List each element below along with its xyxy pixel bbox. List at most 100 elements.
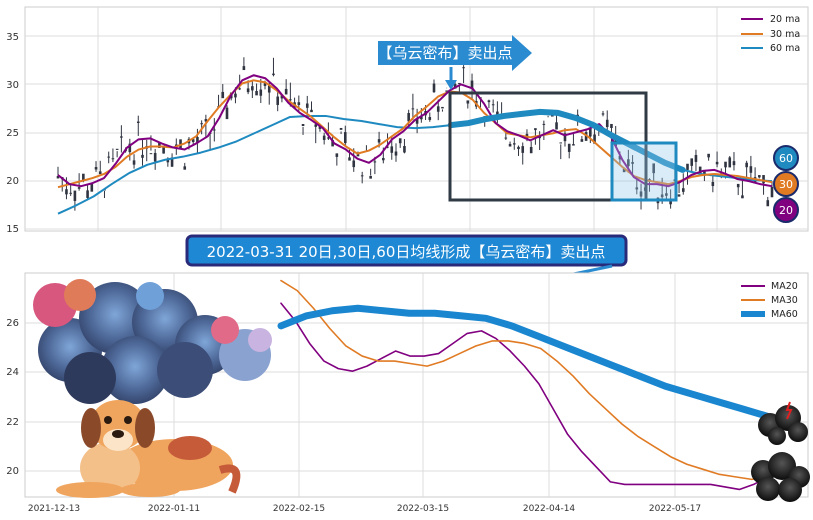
candle-body <box>234 93 237 98</box>
candle-body <box>441 106 444 109</box>
candle-body <box>259 89 263 96</box>
candle-body <box>610 123 613 128</box>
candle-body <box>183 166 187 170</box>
candle-body <box>69 192 72 194</box>
y-tick-label: 35 <box>6 32 19 43</box>
candle-body <box>749 166 753 173</box>
bottom-legend: MA20 MA30 MA60 <box>741 281 798 320</box>
candle-body <box>94 167 98 170</box>
candle-body <box>466 100 470 104</box>
candle-body <box>677 194 681 197</box>
badge-20-label: 20 <box>779 204 793 217</box>
candle-body <box>504 137 508 139</box>
x-tick-label: 2021-12-13 <box>28 504 80 514</box>
candle-body <box>166 158 170 163</box>
y-tick-label: 30 <box>6 80 19 91</box>
candle-body <box>128 143 132 153</box>
crossover-highlight-box <box>610 141 678 202</box>
top-y-axis: 15 20 25 30 35 <box>6 32 19 235</box>
sell-point-callout: 【乌云密布】卖出点 <box>377 35 532 90</box>
candle-body <box>335 153 339 157</box>
candle-body <box>196 137 199 144</box>
x-tick-label: 2022-01-11 <box>148 504 200 514</box>
candle-body <box>458 82 461 84</box>
candle-body <box>508 143 512 147</box>
candle-body <box>213 129 216 131</box>
candle-body <box>732 161 736 166</box>
candle-body <box>470 80 474 89</box>
bottom-chart-panel: 20 22 24 26 2021-12-13 2022-01-11 2022-0… <box>6 272 810 514</box>
legend-label-ma20: MA20 <box>771 281 798 292</box>
candle-body <box>635 187 639 190</box>
candle-body <box>711 181 715 187</box>
y-tick-label: 20 <box>6 466 19 477</box>
candle-body <box>267 85 271 93</box>
y-tick-label: 25 <box>6 128 19 139</box>
y-tick-label: 15 <box>6 224 19 235</box>
candle-body <box>652 163 656 174</box>
candle-body <box>246 88 250 93</box>
top-chart-panel: 15 20 25 30 35 【乌云密布】卖出点 20 ma 30 ma 60 … <box>6 6 809 235</box>
candle-body <box>758 175 761 178</box>
candle-body <box>428 117 432 120</box>
y-tick-label: 22 <box>6 417 19 428</box>
callout-label: 【乌云密布】卖出点 <box>377 44 512 62</box>
dog-illustration <box>56 400 241 498</box>
candle-body <box>445 90 448 92</box>
candle-body <box>141 154 144 158</box>
x-tick-label: 2022-03-15 <box>397 504 449 514</box>
candle-body <box>339 127 343 130</box>
bottom-y-axis: 20 22 24 26 <box>6 318 19 477</box>
candle-body <box>622 167 626 173</box>
candle-body <box>517 146 520 150</box>
candle-body <box>86 190 89 198</box>
candle-body <box>741 195 744 199</box>
candle-body <box>200 123 203 125</box>
dark-cloud-illustration <box>33 279 272 404</box>
candle-body <box>770 187 774 198</box>
candle-body <box>386 146 389 148</box>
candle-body <box>221 91 225 99</box>
candle-body <box>580 139 584 142</box>
candle-body <box>567 143 571 152</box>
candle-body <box>251 86 254 91</box>
candle-body <box>665 193 668 196</box>
x-tick-label: 2022-04-14 <box>523 504 576 514</box>
legend-label-ma20: 20 ma <box>770 14 800 25</box>
candle-body <box>343 132 347 144</box>
candle-body <box>314 124 318 127</box>
top-legend: 20 ma 30 ma 60 ma <box>741 14 800 54</box>
candle-body <box>542 123 546 125</box>
candle-body <box>327 137 330 139</box>
candle-body <box>601 113 605 115</box>
candle-body <box>766 200 770 207</box>
candle-body <box>411 108 415 110</box>
candle-body <box>242 66 246 71</box>
candle-body <box>98 171 102 175</box>
candle-body <box>149 153 153 155</box>
candle-body <box>204 119 208 122</box>
candle-body <box>132 160 136 165</box>
candle-body <box>681 188 685 192</box>
badge-60-label: 60 <box>779 152 793 165</box>
candle-body <box>255 90 258 96</box>
candle-body <box>107 156 110 158</box>
candle-body <box>589 128 592 137</box>
candle-body <box>398 138 402 144</box>
candle-body <box>360 175 364 177</box>
banner-text: 2022-03-31 20日,30日,60日均线形成【乌云密布】卖出点 <box>207 243 606 261</box>
candle-body <box>136 121 140 123</box>
candle-body <box>631 162 634 164</box>
legend-label-ma60: 60 ma <box>770 43 800 54</box>
candle-body <box>191 139 195 143</box>
y-tick-label: 20 <box>6 176 19 187</box>
badge-30 <box>773 171 799 197</box>
candle-body <box>73 190 77 201</box>
candle-body <box>369 175 372 179</box>
candle-body <box>487 100 491 103</box>
candle-body <box>593 134 596 144</box>
candle-body <box>276 96 279 105</box>
black-cloud-large <box>751 452 810 502</box>
dark-cloud-highlight-box <box>448 91 648 202</box>
ma60-line <box>277 304 772 420</box>
